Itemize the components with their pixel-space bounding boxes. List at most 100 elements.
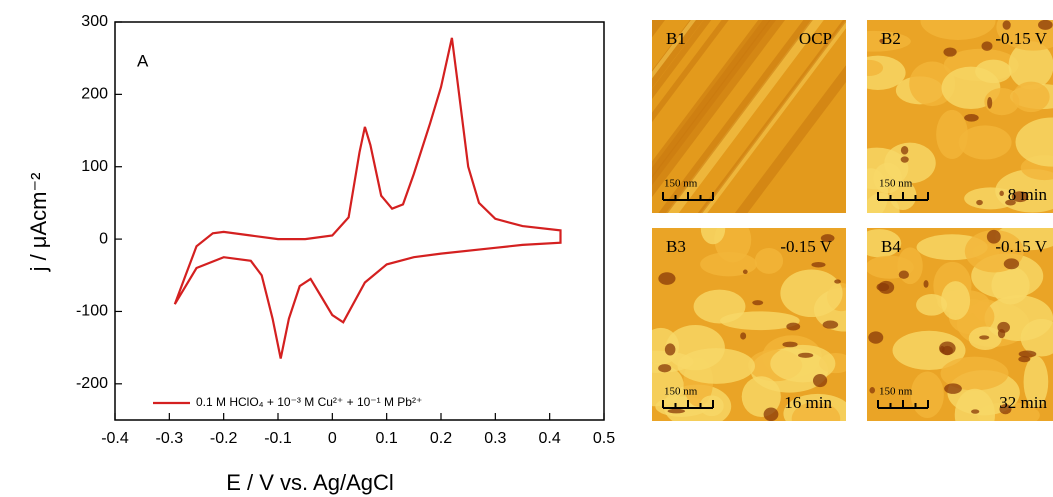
cv-curve [173, 37, 562, 359]
x-tick-label: 0.1 [376, 430, 398, 447]
panel-label: A [137, 51, 149, 70]
afm-terrace [940, 281, 971, 320]
afm-condition: -0.15 V [995, 237, 1047, 256]
afm-terrace [1008, 41, 1053, 90]
afm-pit [943, 47, 957, 57]
afm-pit [822, 320, 839, 329]
afm-pit [811, 261, 826, 268]
afm-pit [900, 145, 909, 155]
afm-terrace [916, 294, 948, 316]
afm-pit [812, 374, 828, 388]
afm-pit [1018, 350, 1037, 358]
afm-pit [999, 403, 1012, 415]
afm-terrace [940, 356, 1009, 391]
afm-pit [658, 272, 676, 285]
legend-label: 0.1 M HClO₄ + 10⁻³ M Cu²⁺ + 10⁻¹ M Pb²⁺ [196, 395, 422, 409]
afm-terrace [693, 289, 746, 324]
afm-terrace [996, 20, 1053, 51]
afm-terrace [867, 229, 902, 258]
afm-terrace [991, 266, 1030, 305]
afm-terrace [700, 228, 726, 245]
x-tick-label: 0.2 [430, 430, 452, 447]
afm-pit [763, 407, 779, 421]
afm-terrace [741, 376, 781, 417]
afm-streak [652, 20, 786, 198]
afm-pit [1003, 258, 1020, 270]
afm-condition: -0.15 V [995, 29, 1047, 48]
afm-terrace [754, 248, 784, 274]
y-tick-label: -100 [76, 303, 108, 320]
afm-label: B3 [666, 237, 686, 256]
afm-pit [986, 229, 1001, 244]
afm-pit [944, 383, 962, 394]
afm-terrace [665, 325, 725, 371]
afm-terrace [892, 330, 966, 370]
afm-streak [652, 20, 666, 38]
afm-pit [1038, 20, 1053, 30]
afm-pit [740, 332, 747, 340]
afm-terrace [780, 269, 843, 318]
afm-pit [786, 322, 801, 331]
afm-terrace [1015, 117, 1053, 167]
afm-streak [734, 65, 846, 213]
afm-terrace [1023, 355, 1049, 408]
afm-scale-label: 150 nm [879, 386, 913, 398]
afm-streak [666, 20, 824, 213]
afm-pit [964, 113, 979, 122]
x-tick-label: -0.2 [210, 430, 238, 447]
plot-frame [114, 21, 605, 421]
x-tick-label: 0.5 [593, 430, 615, 447]
afm-streak [652, 20, 712, 99]
afm-image [432, 10, 846, 223]
y-tick-label: 200 [81, 86, 108, 103]
y-tick-label: 300 [81, 13, 108, 30]
afm-pit [798, 352, 814, 358]
afm-image [867, 228, 1053, 421]
afm-images: B1 OCP 150 nm B2 -0.15 V 8 min 150 nm B3 -0.15 V… [432, 10, 1053, 421]
afm-condition: OCP [799, 29, 832, 48]
afm-streak [697, 20, 846, 213]
x-tick-label: 0.4 [539, 430, 561, 447]
afm-terrace [910, 371, 944, 418]
afm-pit [667, 408, 685, 414]
afm-pit [752, 300, 764, 306]
x-tick-label: -0.3 [156, 430, 184, 447]
afm-streak [432, 10, 608, 223]
afm-pit [1002, 20, 1011, 30]
afm-pit [939, 345, 945, 353]
afm-pit [879, 38, 885, 43]
afm-terrace [954, 388, 995, 421]
afm-pit [1011, 191, 1029, 203]
afm-label: B4 [881, 237, 901, 256]
afm-pit [1005, 199, 1016, 206]
x-tick-label: -0.4 [101, 430, 129, 447]
afm-pit [981, 41, 993, 51]
afm-pit [742, 269, 748, 274]
afm-pit [1018, 356, 1031, 363]
afm-pit [999, 190, 1004, 197]
afm-terrace [984, 87, 1020, 116]
afm-scale-label: 150 nm [664, 386, 698, 398]
afm-scale-label: 150 nm [664, 178, 698, 190]
afm-terrace [1012, 81, 1050, 113]
afm-streak [652, 20, 777, 186]
afm-time: 8 min [1008, 185, 1048, 204]
afm-pit [971, 409, 980, 414]
afm-pit [987, 96, 993, 109]
afm-pit [923, 280, 929, 288]
afm-label: B2 [881, 29, 901, 48]
x-tick-label: 0.3 [484, 430, 506, 447]
afm-pit [820, 234, 835, 243]
x-tick-label: -0.1 [264, 430, 292, 447]
afm-pit [979, 335, 990, 340]
afm-terrace [867, 147, 909, 190]
afm-scale-label: 150 nm [879, 178, 913, 190]
afm-terrace [958, 125, 1012, 160]
afm-condition: -0.15 V [780, 237, 832, 256]
afm-terrace [1020, 318, 1053, 357]
afm-pit [658, 364, 672, 373]
x-axis-label: E / V vs. Ag/AgCl [226, 470, 394, 495]
afm-terrace [936, 109, 968, 160]
afm-pit [976, 199, 983, 206]
afm-streak [658, 20, 813, 213]
